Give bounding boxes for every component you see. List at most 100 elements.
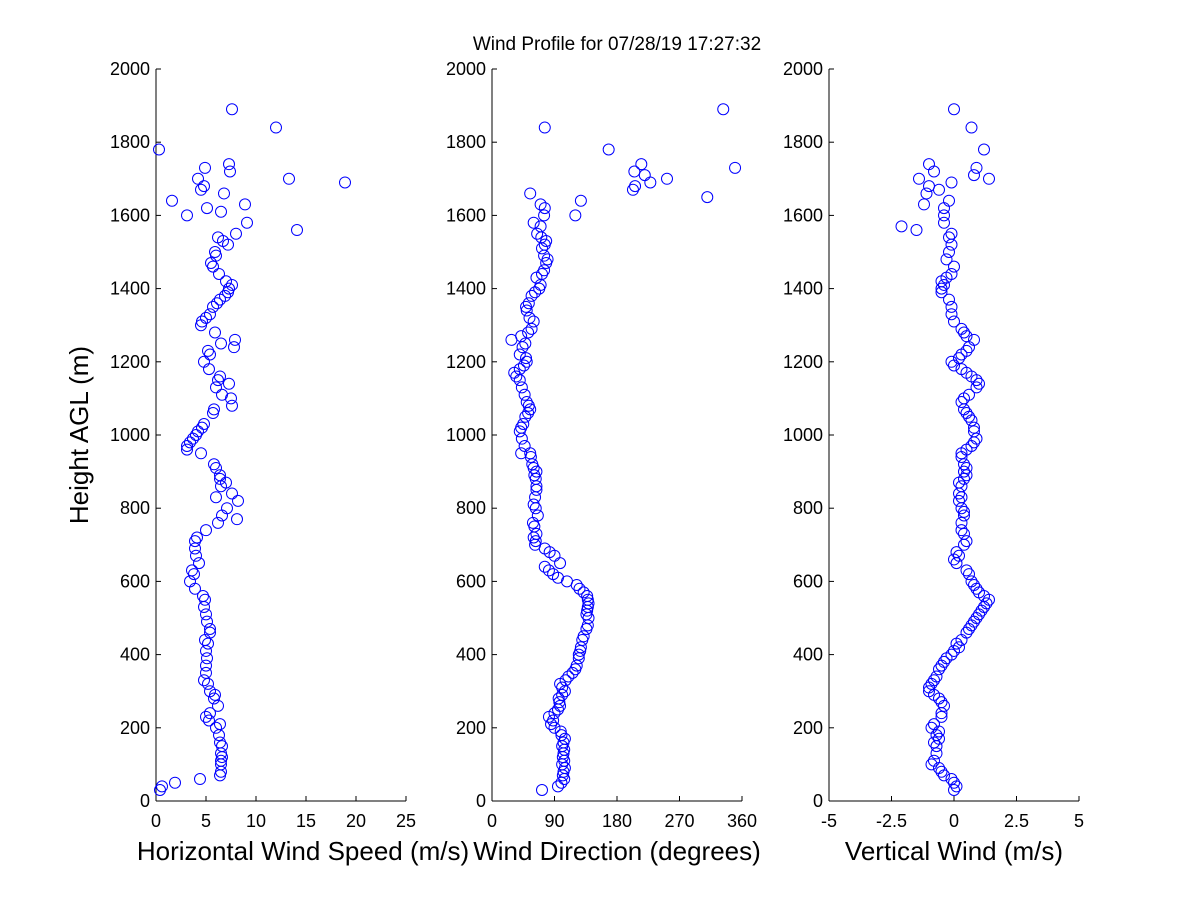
data-point (958, 509, 970, 522)
data-point (191, 531, 203, 544)
x-tick-label: 270 (664, 811, 694, 831)
data-point (522, 326, 535, 339)
x-axis-label: Horizontal Wind Speed (m/s) (137, 836, 469, 866)
y-tick-label: 0 (476, 791, 486, 811)
data-point (518, 439, 531, 452)
x-tick-label: -2.5 (876, 811, 907, 831)
data-point (963, 388, 975, 401)
data-point (945, 355, 958, 368)
data-point (554, 725, 567, 738)
y-tick-label: 600 (456, 571, 486, 591)
data-point (212, 516, 224, 529)
data-point (153, 143, 165, 156)
data-point (207, 407, 219, 420)
data-point (629, 180, 642, 193)
data-point (644, 176, 657, 189)
data-point (953, 494, 965, 507)
data-point (581, 593, 594, 606)
data-point (955, 322, 968, 335)
data-point (199, 633, 211, 646)
x-tick-label: 15 (296, 811, 316, 831)
data-point (224, 165, 236, 178)
data-point (194, 773, 206, 786)
data-point (538, 560, 551, 573)
data-point (960, 564, 973, 577)
data-point (181, 439, 193, 452)
data-point (223, 377, 235, 390)
data-point (635, 158, 648, 171)
data-point (204, 707, 216, 720)
x-axis-label: Wind Direction (degrees) (473, 836, 761, 866)
data-point (958, 403, 970, 416)
data-point (970, 582, 983, 595)
data-point (527, 216, 540, 229)
data-point (520, 396, 533, 409)
data-point (215, 337, 227, 350)
data-point (543, 546, 556, 559)
data-point (522, 297, 535, 310)
x-tick-label: 90 (544, 811, 564, 831)
data-point (239, 198, 251, 211)
data-point (955, 516, 968, 529)
data-point (953, 549, 965, 562)
data-point (923, 685, 935, 698)
data-point (935, 659, 948, 672)
x-tick-label: -5 (821, 811, 837, 831)
data-point (204, 308, 216, 321)
data-point (232, 494, 244, 507)
y-tick-label: 600 (793, 571, 823, 591)
data-point (925, 677, 938, 690)
data-point (602, 143, 615, 156)
data-point (950, 557, 963, 570)
data-point (520, 355, 533, 368)
data-point (955, 480, 968, 493)
data-point (524, 187, 537, 200)
data-point (950, 546, 963, 559)
x-tick-label: 2.5 (1004, 811, 1029, 831)
data-point (574, 641, 587, 654)
panel-wind-direction: 0 200 400 600 800 1000 1200 1400 1600 1800 2000 0 90… (446, 59, 761, 866)
x-tick-label: 5 (201, 811, 211, 831)
data-point (212, 231, 224, 244)
data-point (210, 721, 222, 734)
data-point (198, 418, 210, 431)
data-point (940, 253, 953, 266)
data-point (923, 180, 935, 193)
data-point (195, 319, 207, 332)
data-point (531, 227, 544, 240)
data-point (200, 524, 212, 537)
data-point (965, 414, 978, 427)
data-point (527, 498, 540, 511)
data-point (953, 352, 965, 365)
data-point (948, 260, 960, 273)
data-point (965, 619, 978, 632)
data-point (958, 505, 970, 518)
data-point (195, 183, 207, 196)
data-point (520, 300, 533, 313)
data-point (527, 315, 540, 328)
data-point (965, 121, 978, 134)
data-point (554, 557, 567, 570)
data-point (970, 432, 983, 445)
y-tick-label: 200 (456, 718, 486, 738)
y-tick-label: 800 (456, 498, 486, 518)
data-point (930, 747, 943, 760)
data-point (970, 612, 983, 624)
data-point (950, 780, 963, 793)
y-tick-label: 1600 (110, 205, 150, 225)
data-point (566, 666, 579, 679)
x-tick-label: 10 (246, 811, 266, 831)
data-point (214, 769, 226, 782)
data-point (945, 267, 958, 280)
data-point (203, 363, 215, 376)
data-point (955, 363, 968, 376)
data-point (928, 718, 940, 731)
data-point (203, 714, 215, 727)
data-point (209, 326, 221, 339)
data-point (192, 425, 204, 438)
data-point (938, 278, 950, 291)
data-point (516, 341, 529, 354)
figure-title: Wind Profile for 07/28/19 17:27:32 (473, 34, 761, 55)
data-point (573, 582, 586, 595)
data-point (205, 256, 217, 269)
